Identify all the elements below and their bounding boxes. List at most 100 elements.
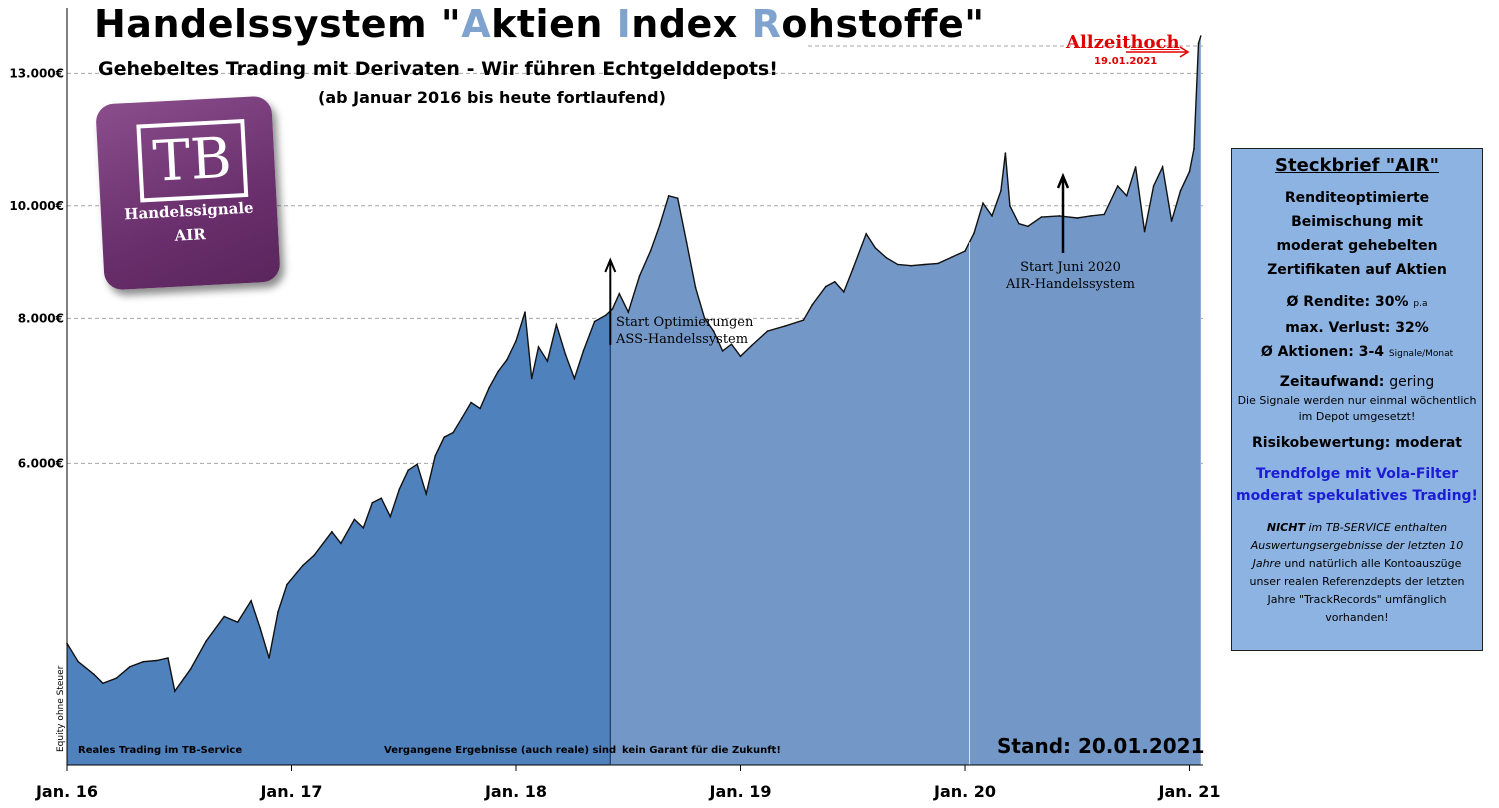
annotation-arrows <box>604 45 1203 765</box>
data-point <box>1009 205 1011 207</box>
data-point <box>115 677 118 679</box>
data-point <box>1089 215 1092 217</box>
panel-desc-line: Beimischung mit <box>1291 214 1423 230</box>
data-point <box>582 350 585 352</box>
data-point <box>991 215 993 217</box>
tick-labels: 6.000€ 8.000€ 10.000€ 13.000€ Jan. 16 Jan. 17… <box>9 66 1220 801</box>
note-real-trading: Reales Trading im TB-Service <box>78 745 243 756</box>
data-point <box>1125 195 1128 197</box>
data-point <box>1076 217 1079 219</box>
data-point <box>1179 190 1182 192</box>
data-point <box>1027 225 1029 228</box>
data-point <box>784 325 787 327</box>
data-point <box>416 463 419 466</box>
data-point <box>1161 166 1164 168</box>
panel-desc-line: Zertifikaten auf Aktien <box>1267 262 1447 278</box>
data-point <box>573 377 576 380</box>
data-point <box>852 268 854 270</box>
data-point <box>750 344 753 347</box>
data-point <box>156 659 158 662</box>
data-point <box>340 542 342 545</box>
data-point <box>371 502 374 504</box>
data-point <box>362 527 365 529</box>
data-point <box>537 346 540 348</box>
data-point <box>766 330 769 332</box>
data-point <box>205 640 207 642</box>
data-point <box>1152 185 1155 187</box>
data-point <box>530 377 533 380</box>
data-point <box>443 436 446 439</box>
data-point <box>102 682 104 685</box>
data-point <box>277 611 279 613</box>
data-point <box>488 387 490 389</box>
note-no-guarantee: kein Garant für die Zukunft! <box>622 745 781 756</box>
data-point <box>142 660 145 663</box>
ath-arrow <box>1126 46 1190 58</box>
data-point <box>593 320 596 323</box>
data-point <box>865 233 867 235</box>
data-point <box>712 330 715 332</box>
data-point <box>611 308 614 310</box>
data-point <box>389 515 392 518</box>
profile-panel: Steckbrief "AIR" Renditeoptimierte Beimi… <box>1231 148 1483 651</box>
equity-area <box>66 35 1202 765</box>
data-point <box>236 621 239 623</box>
data-point <box>93 673 95 676</box>
data-point <box>1058 215 1061 217</box>
panel-desc-line: moderat gehebelten <box>1276 238 1438 254</box>
data-point <box>353 518 356 521</box>
data-point <box>380 497 383 500</box>
data-point <box>524 311 526 313</box>
data-point <box>398 488 401 491</box>
note-past-results: Vergangene Ergebnisse (auch reale) sind <box>384 745 617 756</box>
data-point <box>638 275 641 277</box>
data-point <box>721 350 724 352</box>
panel-effort: Zeitaufwand: gering <box>1279 374 1435 390</box>
data-point <box>167 657 169 659</box>
x-tick-label: Jan. 18 <box>484 782 547 801</box>
panel-desc-line: Renditeoptimierte <box>1284 190 1430 206</box>
data-point <box>1197 42 1200 45</box>
chart-subtitle-period: (ab Januar 2016 bis heute fortlaufend) <box>318 88 666 107</box>
tb-logo-line2: AIR <box>174 225 207 245</box>
y-tick-label: 10.000€ <box>9 199 64 213</box>
data-point <box>1018 222 1020 225</box>
annotation-air-start: Start Juni 2020 AIR-Handelssystem <box>1006 260 1135 292</box>
area-late-region <box>610 36 1201 765</box>
x-tick-label: Jan. 19 <box>708 782 771 801</box>
tb-logo: TB Handelssignale AIR <box>95 95 281 291</box>
data-point <box>618 292 621 295</box>
panel-rendite: Ø Rendite: 30% p.a <box>1286 294 1428 310</box>
data-point <box>937 262 939 265</box>
data-point <box>1103 213 1105 216</box>
data-point <box>546 360 549 362</box>
data-point <box>973 232 975 234</box>
chart-subtitle: Gehebeltes Trading mit Derivaten - Wir f… <box>98 58 778 80</box>
axes <box>66 8 1203 771</box>
x-tick-label: Jan. 16 <box>35 782 98 801</box>
data-point <box>667 195 670 197</box>
x-tick-label: Jan. 21 <box>1157 782 1220 801</box>
data-point <box>811 303 814 306</box>
data-point <box>730 343 733 346</box>
all-time-high-label: Allzeithoch <box>1066 32 1180 53</box>
area-early-region <box>67 311 611 765</box>
data-point <box>834 281 836 283</box>
data-point <box>129 665 131 668</box>
data-point <box>268 657 270 659</box>
air-start-arrow <box>1056 172 1070 253</box>
data-point <box>1134 166 1137 168</box>
y-tick-label: 8.000€ <box>18 311 64 325</box>
data-point <box>1004 152 1007 154</box>
data-point <box>564 353 567 356</box>
data-point <box>1000 190 1002 192</box>
y-axis-label: Equity ohne Steuer <box>56 665 66 752</box>
data-point <box>802 319 805 322</box>
data-point <box>223 615 225 618</box>
panel-effort-note: Die Signale werden nur einmal wöchentlic… <box>1237 394 1477 423</box>
data-point <box>1200 35 1202 37</box>
annotation-opt-start: Start Optimierungen ASS-Handelssystem <box>616 315 754 347</box>
tb-logo-line1: Handelssignale <box>123 198 255 224</box>
data-point <box>452 431 455 434</box>
